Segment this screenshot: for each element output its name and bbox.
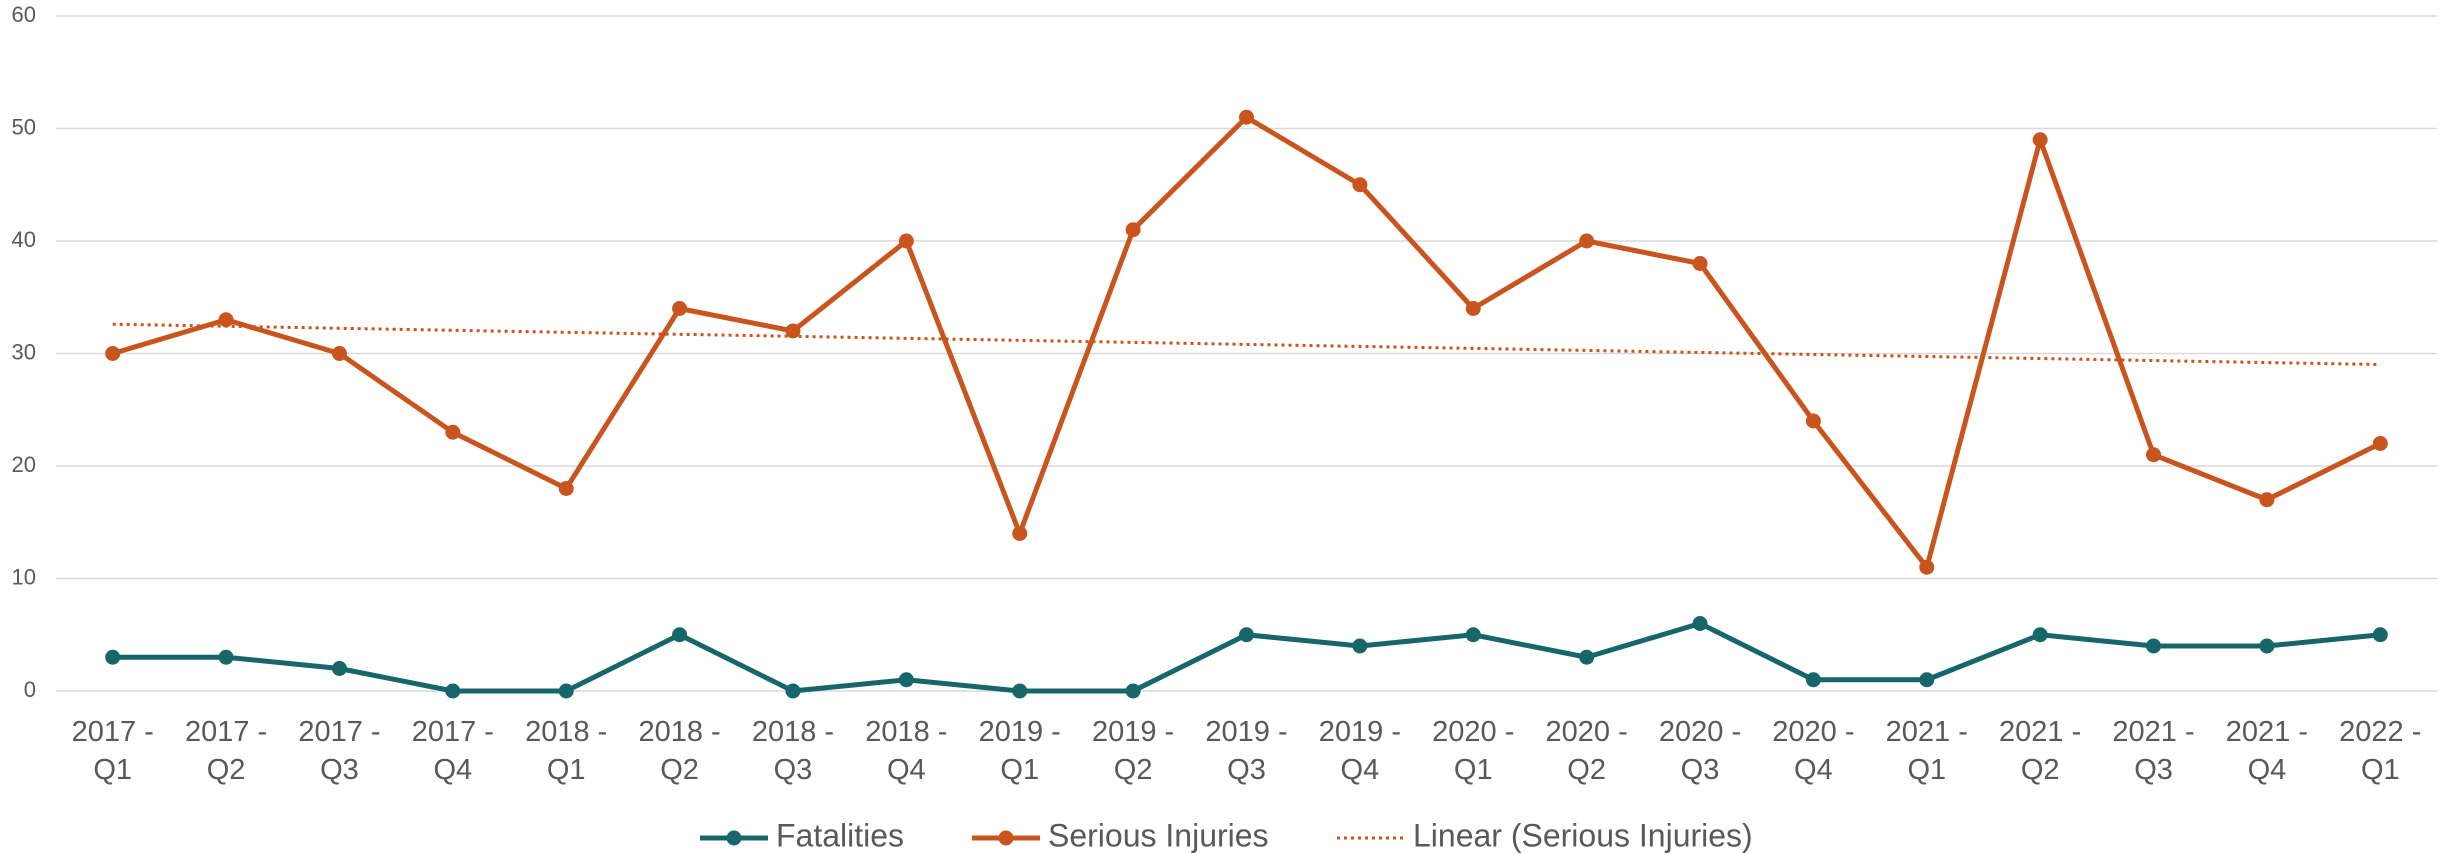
marker (1579, 233, 1595, 249)
x-tick-label: 2019 - Q4 (1318, 716, 1401, 786)
x-tick-label: 2021 - Q3 (2112, 716, 2195, 786)
marker (1692, 616, 1708, 631)
marker (558, 683, 574, 699)
x-tick-label: 2021 - Q1 (1885, 716, 1968, 786)
y-tick-label: 60 (12, 2, 36, 27)
marker (785, 683, 801, 699)
marker (445, 683, 461, 699)
marker (1352, 638, 1368, 654)
x-tick-label: 2019 - Q2 (1091, 716, 1175, 786)
x-tick-label: 2017 - Q1 (71, 716, 154, 786)
marker (445, 424, 461, 440)
x-tick-label: 2018 - Q2 (638, 716, 721, 786)
x-tick-label: 2020 - Q2 (1545, 716, 1628, 786)
x-tick-label: 2018 - Q1 (525, 716, 608, 786)
y-tick-label: 0 (24, 677, 36, 702)
marker (558, 481, 574, 496)
x-tick-label: 2017 - Q3 (298, 716, 381, 786)
x-tick-label: 2021 - Q2 (1999, 716, 2082, 786)
legend-label: Serious Injuries (1048, 817, 1269, 853)
x-tick-label: 2020 - Q3 (1658, 716, 1742, 786)
x-tick-label: 2017 - Q2 (184, 716, 268, 786)
series-line (111, 114, 2382, 570)
marker (1805, 413, 1821, 429)
marker (1805, 672, 1821, 688)
y-tick-label: 30 (12, 339, 36, 364)
marker (672, 627, 688, 643)
marker (218, 649, 234, 665)
marker (2032, 132, 2048, 148)
x-tick-label: 2018 - Q4 (865, 716, 948, 786)
y-tick-label: 50 (12, 114, 36, 139)
x-tick-label: 2020 - Q1 (1432, 716, 1515, 786)
marker (1125, 222, 1141, 238)
marker (1465, 301, 1481, 316)
marker (1012, 526, 1028, 541)
marker (218, 312, 234, 328)
marker (1125, 683, 1141, 699)
legend-label: Linear (Serious Injuries) (1413, 817, 1753, 853)
marker (1579, 649, 1595, 665)
marker (2372, 627, 2388, 643)
legend-marker (726, 830, 742, 846)
marker (1352, 177, 1368, 193)
marker (2259, 492, 2275, 508)
marker (2372, 436, 2388, 451)
marker (2259, 638, 2275, 654)
marker (1239, 627, 1254, 643)
x-tick-label: 2017 - Q4 (411, 716, 494, 786)
marker (1012, 683, 1028, 699)
y-tick-label: 40 (12, 227, 36, 252)
x-tick-label: 2019 - Q3 (1205, 716, 1288, 786)
marker (2032, 627, 2048, 643)
marker (898, 672, 914, 688)
y-tick-label: 10 (12, 564, 36, 589)
x-tick-label: 2021 - Q4 (2225, 716, 2309, 786)
marker (672, 301, 688, 316)
marker (331, 346, 347, 361)
marker (2146, 447, 2162, 463)
marker (105, 346, 121, 361)
y-tick-label: 20 (12, 452, 36, 477)
legend-marker (998, 830, 1014, 846)
marker (785, 323, 801, 339)
x-tick-label: 2020 - Q4 (1772, 716, 1855, 786)
marker (1465, 627, 1481, 643)
marker (2146, 638, 2162, 654)
marker (898, 233, 914, 249)
marker (1919, 559, 1935, 575)
marker (105, 649, 121, 665)
trendline (112, 322, 2381, 367)
x-tick-label: 2018 - Q3 (751, 716, 835, 786)
marker (331, 661, 347, 676)
legend-label: Fatalities (776, 817, 904, 853)
marker (1692, 256, 1708, 271)
x-tick-label: 2022 - Q1 (2339, 716, 2422, 786)
x-tick-label: 2019 - Q1 (978, 716, 1061, 786)
marker (1919, 672, 1935, 688)
marker (1239, 109, 1254, 125)
